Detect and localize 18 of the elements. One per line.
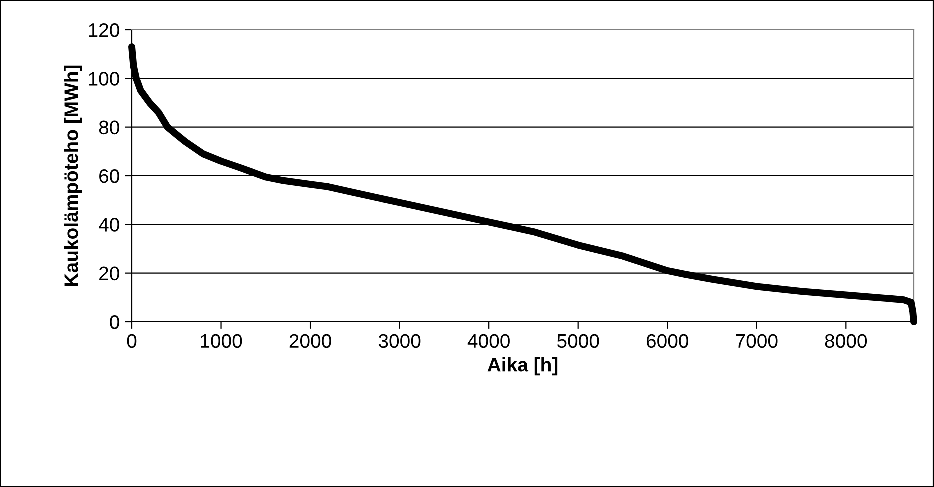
x-tick-label: 6000	[646, 334, 688, 348]
y-tick-label: 80	[99, 120, 120, 135]
y-tick-label: 0	[110, 315, 120, 330]
x-axis-title: Aika [h]	[488, 357, 558, 376]
x-tick-label: 2000	[290, 334, 332, 348]
y-axis-title: Kaukolämpöteho [MWh]	[64, 66, 82, 286]
x-tick-label: 4000	[468, 334, 510, 348]
y-tick-label: 120	[89, 23, 120, 38]
y-tick-label: 100	[89, 72, 120, 86]
y-tick-label: 20	[100, 266, 120, 281]
x-tick-label: 0	[127, 334, 137, 348]
x-tick-label: 8000	[825, 334, 868, 348]
x-tick-label: 7000	[736, 334, 778, 348]
y-tick-label: 60	[100, 169, 120, 184]
x-tick-label: 3000	[378, 334, 421, 348]
x-tick-label: 5000	[558, 334, 600, 348]
x-tick-label: 1000	[201, 334, 242, 348]
y-tick-label: 40	[99, 218, 120, 232]
